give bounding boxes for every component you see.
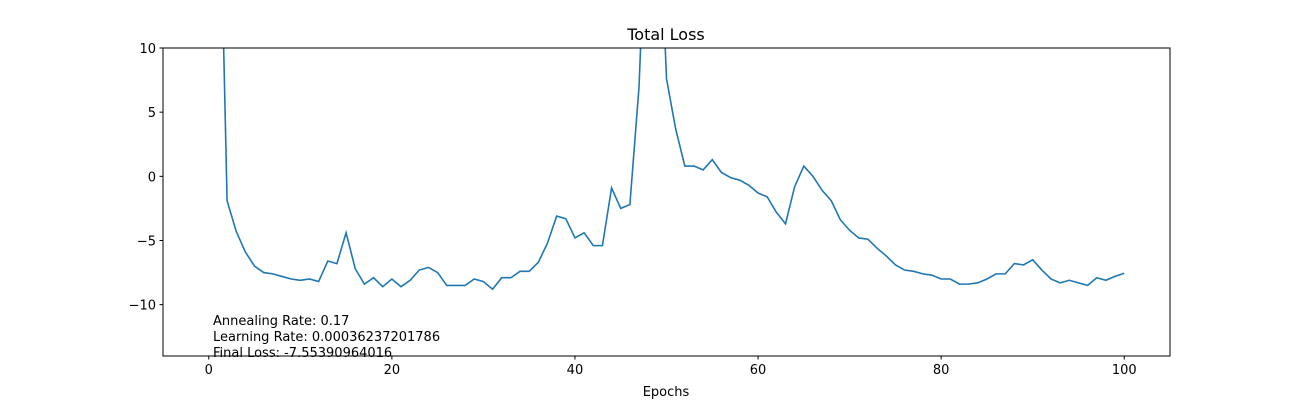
chart-title: Total Loss bbox=[626, 25, 705, 44]
annotation: Learning Rate: 0.00036237201786 bbox=[213, 330, 440, 345]
line-series bbox=[222, 48, 1125, 291]
x-tick-label: 100 bbox=[1112, 363, 1137, 378]
y-tick-label: −5 bbox=[137, 235, 156, 250]
x-tick-label: 20 bbox=[384, 363, 401, 378]
x-tick-label: 0 bbox=[205, 363, 213, 378]
annotation: Final Loss: -7.55390964016 bbox=[213, 346, 392, 361]
x-tick-label: 80 bbox=[933, 363, 950, 378]
y-tick-label: 10 bbox=[139, 42, 156, 57]
x-axis-label: Epochs bbox=[643, 385, 690, 400]
y-tick-label: −10 bbox=[129, 299, 156, 314]
annotation: Annealing Rate: 0.17 bbox=[213, 314, 349, 329]
x-tick-label: 40 bbox=[567, 363, 584, 378]
y-tick-label: 0 bbox=[148, 170, 156, 185]
plot-frame bbox=[162, 47, 1171, 357]
x-tick-label: 60 bbox=[750, 363, 767, 378]
y-tick-label: 5 bbox=[148, 106, 156, 121]
